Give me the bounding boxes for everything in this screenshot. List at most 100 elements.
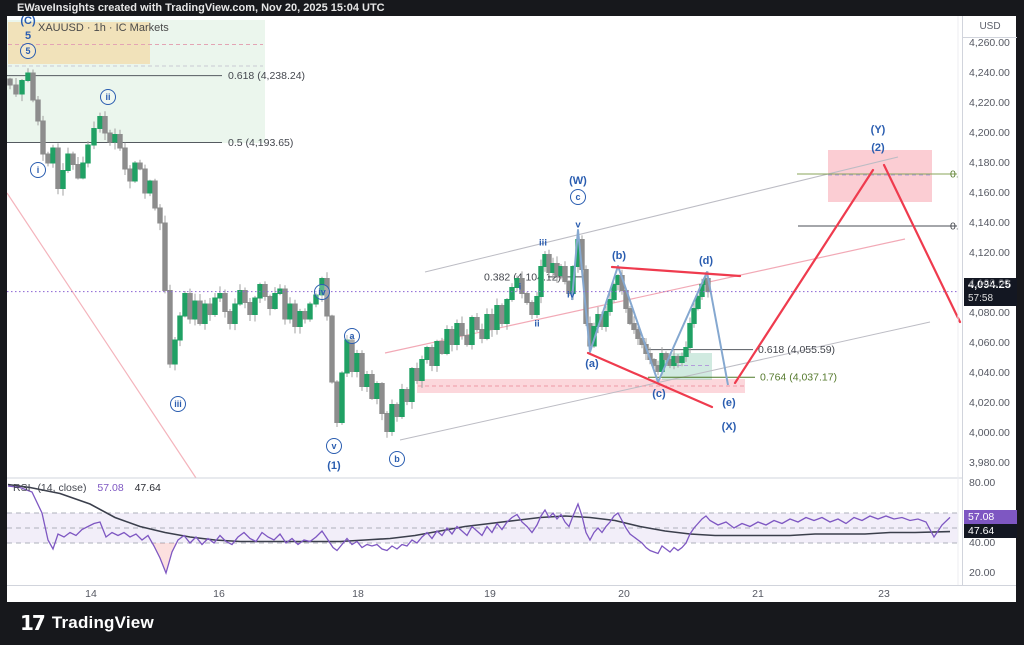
- candle-down: [247, 302, 253, 315]
- wave-label-5[interactable]: 5: [20, 43, 36, 59]
- time-tick-19: 19: [484, 588, 496, 600]
- price-tick: 4,000.00: [969, 427, 1010, 439]
- green-zone-topleft: [7, 20, 265, 143]
- bd-resistance: [610, 265, 742, 278]
- candle-down: [369, 374, 375, 399]
- wave-label-2[interactable]: (2): [871, 142, 885, 154]
- candle-down: [187, 293, 193, 320]
- time-tick-18: 18: [352, 588, 364, 600]
- candle-down: [479, 329, 485, 339]
- rsi-name: RSI: [13, 482, 31, 494]
- price-axis[interactable]: USD 4,094.25 57:58 57.08 47.64 4,260.00 4…: [962, 16, 1017, 602]
- wave-label-1[interactable]: (1): [327, 460, 341, 472]
- price-tick: 4,160.00: [969, 187, 1010, 199]
- candle-down: [40, 120, 46, 155]
- time-tick-14: 14: [85, 588, 97, 600]
- rsi-ma-value-badge: 47.64: [964, 524, 1017, 539]
- candle-down: [157, 207, 163, 224]
- wave-label-5[interactable]: 5: [24, 30, 32, 42]
- price-tick: 4,100.00: [969, 277, 1010, 289]
- wave-label-b[interactable]: (b): [611, 250, 627, 262]
- symbol-title[interactable]: XAUUSD · 1h · IC Markets: [38, 22, 169, 34]
- candle-down: [474, 317, 480, 330]
- wave-label-X[interactable]: (X): [721, 421, 737, 433]
- candle-down: [394, 404, 400, 417]
- candle-down: [489, 314, 495, 330]
- candle-down: [663, 353, 669, 360]
- candle-up: [212, 297, 218, 315]
- wave-label-a[interactable]: (a): [585, 358, 599, 370]
- candle-up: [424, 347, 430, 360]
- wave-label-iii[interactable]: iii: [539, 237, 547, 249]
- candle-up: [252, 297, 258, 315]
- candle-up: [307, 303, 313, 320]
- rsi-indicator-header[interactable]: RSI (14, close) 57.08 47.64: [13, 482, 161, 494]
- wave-label-iv[interactable]: iv: [314, 284, 330, 300]
- rsi-tick: 20.00: [969, 567, 996, 579]
- price-chart-canvas[interactable]: 0.618 (4,238.24)0.5 (4,193.65)0.382 (4,1…: [7, 16, 962, 602]
- gray-channel-upper: [424, 156, 899, 273]
- price-tick: 4,060.00: [969, 337, 1010, 349]
- wave-label-d[interactable]: (d): [698, 255, 714, 267]
- tradingview-brand[interactable]: 17 TradingView: [20, 612, 154, 634]
- candle-up: [182, 293, 188, 317]
- footer-bar: 17 TradingView: [0, 602, 1024, 645]
- wave-label-v[interactable]: v: [575, 219, 581, 231]
- wave-label-c[interactable]: c: [570, 189, 586, 205]
- candle-up: [534, 296, 540, 315]
- candle-down: [524, 293, 530, 303]
- candle-down: [122, 147, 128, 170]
- wave-label-i[interactable]: i: [30, 162, 46, 178]
- price-tick: 4,260.00: [969, 37, 1010, 49]
- candle-up: [172, 339, 178, 365]
- wave-label-e[interactable]: (e): [722, 397, 736, 409]
- bar-countdown: 57:58: [968, 292, 994, 304]
- candle-down: [359, 353, 365, 387]
- time-tick-23: 23: [878, 588, 890, 600]
- wave-label-i[interactable]: i: [518, 281, 522, 293]
- candle-up: [603, 311, 609, 327]
- candle-down: [162, 222, 168, 291]
- candle-up: [374, 383, 380, 399]
- rsi-params: (14, close): [37, 482, 87, 494]
- current-price-badge: 4,094.25 57:58: [964, 277, 1017, 306]
- candle-down: [459, 323, 465, 336]
- candle-up: [112, 134, 118, 143]
- time-tick-20: 20: [618, 588, 630, 600]
- candle-up: [419, 359, 425, 381]
- candle-down: [631, 323, 637, 330]
- candle-up: [389, 404, 395, 432]
- wave-label-v[interactable]: v: [326, 438, 342, 454]
- candle-up: [687, 323, 693, 348]
- candle-up: [132, 162, 138, 182]
- time-axis[interactable]: 14 16 18 19 20 21 23: [7, 585, 1016, 602]
- candle-down: [384, 413, 390, 432]
- rsi-value: 57.08: [97, 482, 124, 494]
- wave-label-b[interactable]: b: [389, 451, 405, 467]
- candle-down: [75, 164, 81, 179]
- candle-down: [227, 311, 233, 324]
- candle-down: [30, 72, 36, 101]
- wave-label-Y[interactable]: (Y): [870, 124, 886, 136]
- candle-up: [469, 317, 475, 345]
- gray-channel-lower: [399, 321, 931, 441]
- candle-down: [329, 315, 335, 383]
- wave-label-iii[interactable]: iii: [170, 396, 186, 412]
- drawings-overlay: XAUUSD · 1h · IC Markets RSI (14, close)…: [7, 16, 958, 602]
- candle-down: [262, 284, 268, 297]
- candle-down: [464, 335, 470, 345]
- wave-label-ii[interactable]: ii: [534, 318, 540, 330]
- wave-label-C[interactable]: (C): [20, 16, 36, 27]
- wave-label-c[interactable]: (c): [652, 388, 666, 400]
- rsi-value-badge: 57.08: [964, 510, 1017, 525]
- wave-label-iv[interactable]: iv: [567, 289, 575, 301]
- wave-label-W[interactable]: (W): [569, 175, 587, 187]
- fib-label: 0.618 (4,055.59): [758, 344, 835, 356]
- candle-up: [287, 303, 293, 320]
- tradingview-logo-icon: 17: [20, 611, 46, 635]
- wave-label-a[interactable]: a: [344, 328, 360, 344]
- candle-down: [414, 368, 420, 381]
- candle-up: [591, 326, 597, 347]
- candle-down: [137, 162, 143, 170]
- wave-label-ii[interactable]: ii: [100, 89, 116, 105]
